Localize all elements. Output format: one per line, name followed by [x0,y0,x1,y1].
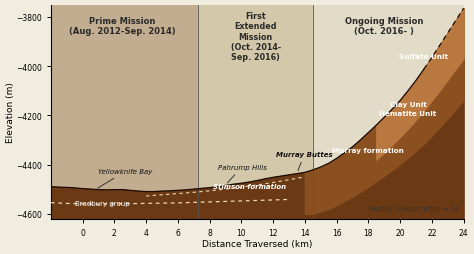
Text: Yellowknife Bay: Yellowknife Bay [98,168,153,188]
Text: Prime Mission
(Aug. 2012-Sep. 2014): Prime Mission (Aug. 2012-Sep. 2014) [69,17,175,36]
Bar [51,6,199,219]
Text: Sulfate Unit: Sulfate Unit [400,54,448,60]
Text: Bradbury group: Bradbury group [75,200,129,206]
Y-axis label: Elevation (m): Elevation (m) [6,82,15,142]
Bar [199,6,313,219]
Text: Murray formation: Murray formation [332,147,404,153]
Text: Vertical Exaggeration = 14: Vertical Exaggeration = 14 [369,205,459,212]
Text: Hematite Unit: Hematite Unit [380,110,437,116]
Text: Murray Buttes: Murray Buttes [276,151,333,171]
X-axis label: Distance Traversed (km): Distance Traversed (km) [202,240,312,248]
Text: Pahrump Hills: Pahrump Hills [218,164,266,183]
Bar [313,6,464,219]
Text: Stimson formation: Stimson formation [213,183,286,189]
Text: First
Extended
Mission
(Oct. 2014-
Sep. 2016): First Extended Mission (Oct. 2014- Sep. … [230,12,281,62]
Text: Clay Unit: Clay Unit [390,102,427,108]
Text: Ongoing Mission
(Oct. 2016- ): Ongoing Mission (Oct. 2016- ) [345,17,423,36]
